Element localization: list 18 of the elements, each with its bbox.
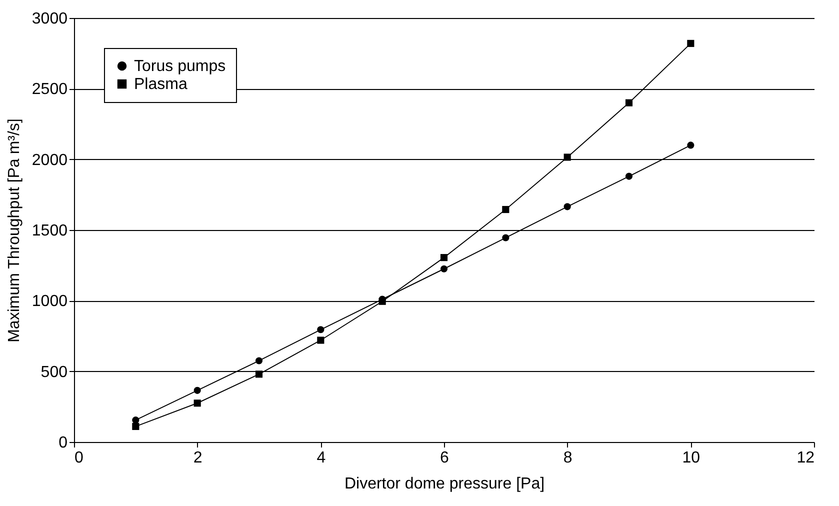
y-tick-label: 2000 — [32, 152, 68, 169]
x-tick-label: 2 — [193, 450, 202, 466]
y-tick-label: 1500 — [32, 222, 68, 240]
y-tick-label: 3000 — [32, 10, 68, 28]
legend-label: Plasma — [134, 76, 188, 93]
legend-label: Torus pumps — [134, 58, 226, 75]
y-tick-label: 500 — [40, 364, 68, 381]
x-tick-label: 12 — [796, 450, 815, 466]
y-tick-label: 0 — [58, 434, 68, 452]
x-tick-label: 4 — [316, 450, 326, 466]
y-tick-label: 1000 — [32, 293, 68, 310]
x-tick-label: 10 — [682, 450, 700, 466]
x-tick-label: 6 — [440, 450, 450, 466]
y-axis-title: Maximum Throughput [Pa m³/s] — [6, 118, 23, 342]
x-tick-label: 0 — [74, 450, 84, 466]
y-tick-label: 2500 — [32, 81, 68, 98]
x-tick-label: 8 — [563, 450, 572, 466]
x-axis-title: Divertor dome pressure [Pa] — [344, 476, 545, 492]
